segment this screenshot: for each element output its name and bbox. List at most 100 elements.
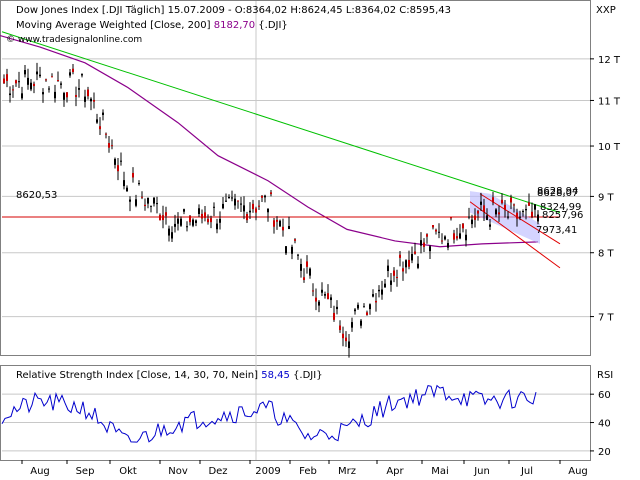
candle-body <box>471 219 473 225</box>
candle-body <box>225 200 227 202</box>
month-label: Jun <box>473 466 490 477</box>
candle-body <box>315 297 317 302</box>
candle-body <box>402 268 404 272</box>
candle-body <box>66 92 68 98</box>
candle-body <box>495 209 497 215</box>
channel-line-lower <box>469 201 561 269</box>
candle-body <box>501 199 503 204</box>
price-tick-label: 8 T <box>598 249 615 260</box>
candle-body <box>96 119 98 123</box>
rsi-tick-label: 20 <box>598 447 611 458</box>
main-panel-frame <box>0 0 591 356</box>
rsi-tick-label: 60 <box>598 390 611 401</box>
candle-body <box>30 82 32 90</box>
candle-body <box>480 201 482 205</box>
candle-body <box>279 220 281 227</box>
candle-body <box>504 204 506 210</box>
candle-body <box>534 204 536 210</box>
candle-body <box>180 218 182 226</box>
candle-body <box>282 226 284 231</box>
ma-legend: Moving Average Weighted [Close, 200] 818… <box>16 20 288 31</box>
candle-body <box>177 218 179 224</box>
candle-body <box>444 236 446 240</box>
trend-lines-layer <box>1 31 561 269</box>
candle-body <box>432 225 434 228</box>
candle-body <box>27 77 29 85</box>
candle-body <box>132 172 134 178</box>
candle-body <box>120 160 122 162</box>
candle-body <box>459 233 461 239</box>
candle-body <box>117 165 119 172</box>
candle-body <box>126 187 128 192</box>
candle-body <box>381 289 383 295</box>
candle-body <box>81 74 83 76</box>
candle-body <box>21 93 23 99</box>
candle-body <box>57 80 59 82</box>
candle-body <box>174 223 176 227</box>
ma-legend-value: 8182,70 <box>214 20 255 31</box>
candle-body <box>297 254 299 256</box>
candle-body <box>354 309 356 312</box>
candle-body <box>462 223 464 229</box>
candle-body <box>333 312 335 320</box>
candle-body <box>3 78 5 84</box>
candle-body <box>150 205 152 207</box>
candle-body <box>522 211 524 213</box>
candle-body <box>363 306 365 308</box>
candle-body <box>378 289 380 292</box>
candle-body <box>186 226 188 228</box>
month-label: Feb <box>299 466 317 477</box>
green-trend-line <box>1 31 561 214</box>
candle-body <box>465 234 467 241</box>
candle-body <box>15 80 17 84</box>
candle-body <box>441 240 443 242</box>
ma-legend-label: Moving Average Weighted [Close, 200] <box>16 20 211 31</box>
candle-body <box>345 337 347 342</box>
candle-body <box>516 212 518 219</box>
candle-body <box>390 280 392 285</box>
candle-body <box>93 99 95 102</box>
candle-body <box>156 203 158 205</box>
right-value-3: 8324,99 <box>540 202 581 213</box>
month-label: Mai <box>431 466 449 477</box>
candle-body <box>396 276 398 279</box>
candle-body <box>327 293 329 300</box>
candle-body <box>54 91 56 99</box>
candle-body <box>288 226 290 229</box>
candle-body <box>129 199 131 202</box>
candle-body <box>147 197 149 204</box>
candle-body <box>198 208 200 214</box>
candle-body <box>486 215 488 220</box>
candle-body <box>195 220 197 223</box>
candle-body <box>105 133 107 135</box>
candle-body <box>78 88 80 90</box>
candle-body <box>168 228 170 236</box>
candle-body <box>483 205 485 213</box>
candle-body <box>273 220 275 227</box>
candle-body <box>336 306 338 310</box>
rsi-line <box>1 384 537 443</box>
candle-body <box>60 83 62 85</box>
candle-body <box>450 217 452 219</box>
price-tick-label: 12 T <box>598 55 621 66</box>
candle-body <box>201 213 203 219</box>
candle-body <box>366 312 368 316</box>
candle-body <box>270 192 272 195</box>
candle-body <box>300 264 302 271</box>
candle-body <box>234 198 236 206</box>
price-tick-label: 10 T <box>598 142 621 153</box>
candle-body <box>474 215 476 220</box>
candle-body <box>12 89 14 91</box>
candle-body <box>219 218 221 223</box>
candle-body <box>165 212 167 216</box>
candle-body <box>240 203 242 205</box>
candle-body <box>222 203 224 209</box>
candle-body <box>426 234 428 237</box>
candle-body <box>216 223 218 230</box>
candle-body <box>75 95 77 97</box>
candle-body <box>231 197 233 199</box>
candle-body <box>438 231 440 233</box>
candle-body <box>330 297 332 301</box>
candle-body <box>411 254 413 261</box>
